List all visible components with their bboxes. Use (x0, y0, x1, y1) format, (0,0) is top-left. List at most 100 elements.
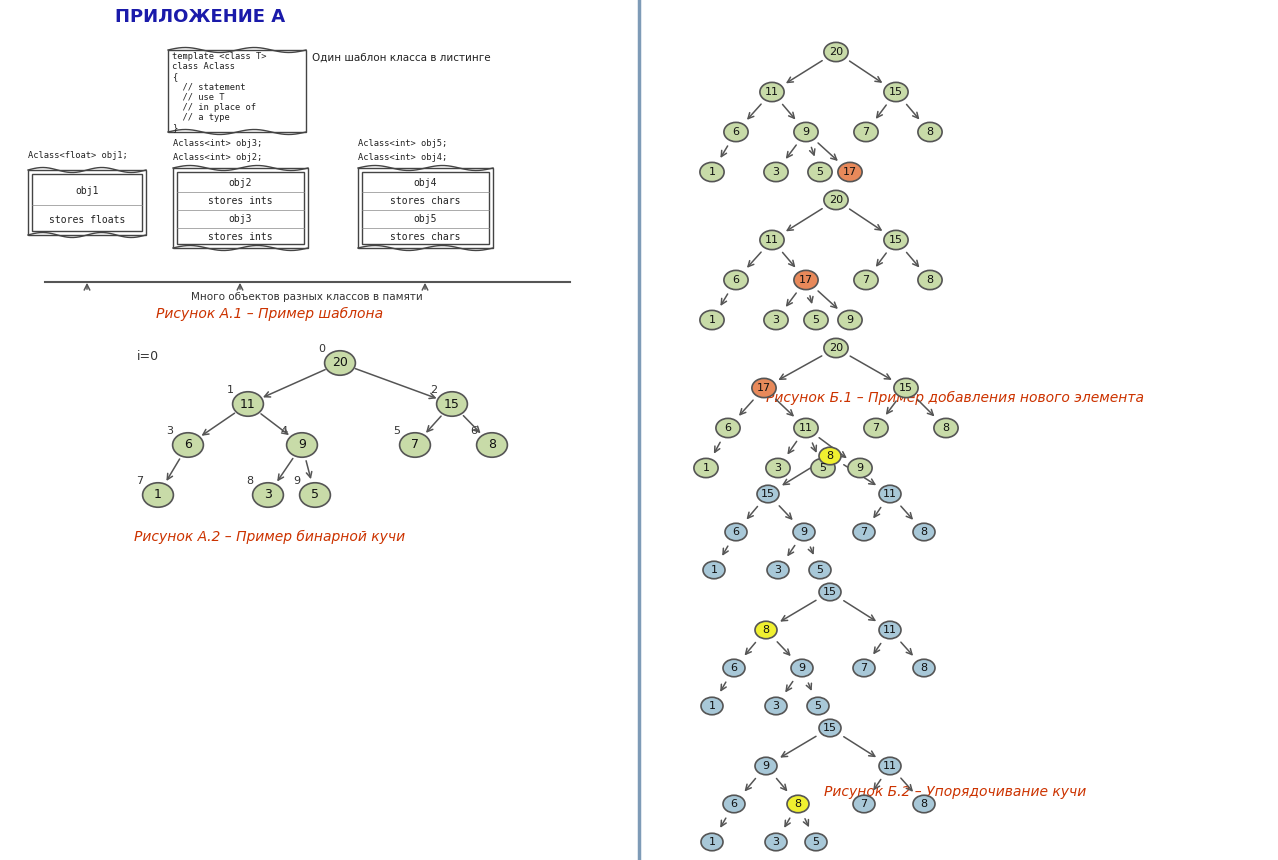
Text: 8: 8 (763, 625, 769, 635)
Text: 11: 11 (240, 397, 256, 410)
Text: 5: 5 (817, 167, 823, 177)
Ellipse shape (852, 660, 875, 677)
Text: 11: 11 (766, 87, 780, 97)
Ellipse shape (791, 660, 813, 677)
Ellipse shape (477, 433, 507, 458)
Ellipse shape (912, 660, 935, 677)
Text: 7: 7 (412, 439, 419, 452)
Text: 9: 9 (763, 761, 769, 771)
Text: 15: 15 (889, 235, 904, 245)
Text: 1: 1 (226, 385, 234, 395)
Ellipse shape (893, 378, 918, 397)
Ellipse shape (766, 833, 787, 851)
Ellipse shape (299, 482, 331, 507)
Ellipse shape (808, 163, 832, 181)
Text: 9: 9 (856, 463, 864, 473)
Ellipse shape (400, 433, 431, 458)
Text: 7: 7 (860, 527, 868, 537)
Text: 6: 6 (725, 423, 731, 433)
Text: 6: 6 (731, 799, 737, 809)
FancyBboxPatch shape (28, 170, 146, 235)
Text: 5: 5 (394, 426, 400, 436)
Text: 3: 3 (166, 426, 174, 436)
Text: 5: 5 (813, 837, 819, 847)
Text: 5: 5 (819, 463, 827, 473)
Ellipse shape (819, 447, 841, 464)
Text: 17: 17 (757, 383, 771, 393)
Text: 3: 3 (772, 701, 780, 711)
Ellipse shape (767, 562, 789, 579)
Text: 17: 17 (799, 275, 813, 285)
Text: 9: 9 (298, 439, 305, 452)
Ellipse shape (755, 621, 777, 639)
Ellipse shape (794, 122, 818, 142)
Ellipse shape (879, 758, 901, 775)
Ellipse shape (723, 270, 748, 290)
Ellipse shape (884, 230, 909, 249)
Ellipse shape (787, 796, 809, 813)
Ellipse shape (233, 392, 263, 416)
Text: obj4: obj4 (414, 178, 437, 187)
Text: 11: 11 (883, 761, 897, 771)
Text: 8: 8 (927, 127, 933, 137)
Ellipse shape (847, 458, 872, 477)
FancyBboxPatch shape (173, 168, 308, 248)
Text: 6: 6 (470, 426, 478, 436)
Ellipse shape (824, 42, 849, 62)
Text: Aclass<int> obj4;: Aclass<int> obj4; (358, 153, 447, 162)
Text: {: { (173, 72, 178, 81)
Text: 11: 11 (883, 625, 897, 635)
Text: 6: 6 (732, 127, 740, 137)
Ellipse shape (794, 418, 818, 438)
Text: 11: 11 (883, 489, 897, 499)
Text: 9: 9 (803, 127, 809, 137)
Text: Рисунок А.2 – Пример бинарной кучи: Рисунок А.2 – Пример бинарной кучи (134, 530, 405, 544)
FancyBboxPatch shape (32, 174, 142, 231)
Ellipse shape (755, 758, 777, 775)
Text: 7: 7 (863, 275, 869, 285)
Ellipse shape (879, 485, 901, 503)
Ellipse shape (934, 418, 958, 438)
Ellipse shape (852, 796, 875, 813)
Ellipse shape (766, 697, 787, 715)
Text: 3: 3 (774, 565, 782, 575)
Ellipse shape (286, 433, 317, 458)
Ellipse shape (912, 796, 935, 813)
Text: 6: 6 (732, 275, 740, 285)
Text: 20: 20 (829, 47, 843, 57)
Text: obj5: obj5 (414, 214, 437, 224)
Text: 11: 11 (766, 235, 780, 245)
Text: 3: 3 (265, 488, 272, 501)
Ellipse shape (794, 523, 815, 541)
Text: stores ints: stores ints (208, 232, 272, 242)
Text: 15: 15 (889, 87, 904, 97)
Ellipse shape (854, 270, 878, 290)
FancyBboxPatch shape (176, 172, 304, 244)
Text: 1: 1 (155, 488, 162, 501)
Text: 4: 4 (280, 426, 288, 436)
Ellipse shape (723, 660, 745, 677)
Ellipse shape (694, 458, 718, 477)
Text: stores floats: stores floats (49, 215, 125, 224)
Ellipse shape (864, 418, 888, 438)
FancyBboxPatch shape (358, 168, 493, 248)
Text: 5: 5 (311, 488, 320, 501)
Text: 8: 8 (927, 275, 933, 285)
Text: 17: 17 (843, 167, 858, 177)
Ellipse shape (852, 523, 875, 541)
Text: 5: 5 (813, 315, 819, 325)
Text: 3: 3 (772, 167, 780, 177)
Text: 7: 7 (137, 476, 143, 486)
Text: 8: 8 (488, 439, 496, 452)
Ellipse shape (879, 621, 901, 639)
Text: 6: 6 (184, 439, 192, 452)
Text: Aclass<int> obj3;: Aclass<int> obj3; (173, 139, 262, 148)
Ellipse shape (723, 796, 745, 813)
Ellipse shape (918, 270, 942, 290)
Ellipse shape (760, 83, 785, 101)
Ellipse shape (838, 163, 863, 181)
FancyBboxPatch shape (167, 50, 305, 132)
Ellipse shape (824, 338, 849, 358)
Ellipse shape (757, 485, 780, 503)
Text: 15: 15 (823, 587, 837, 597)
